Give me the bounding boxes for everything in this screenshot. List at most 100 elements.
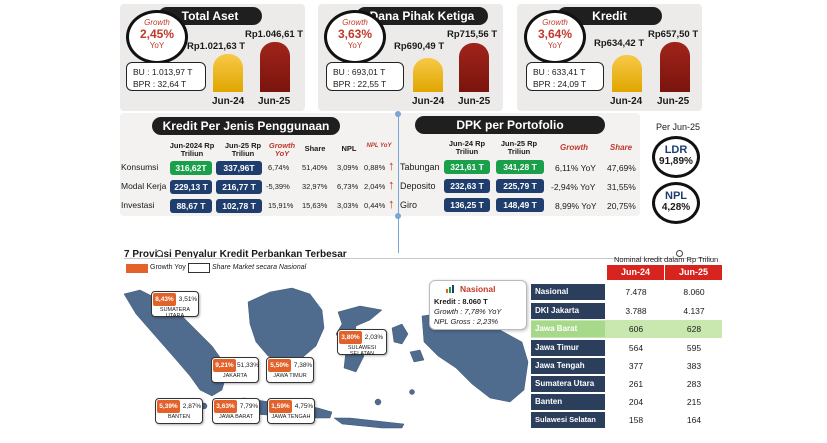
- province-growth: 5,39%: [157, 400, 180, 413]
- chart-icon: [446, 285, 456, 293]
- bpr-value: BPR : 22,55 T: [333, 79, 387, 89]
- nasional-kredit: Kredit : 8.060 T: [434, 297, 488, 306]
- npl-value: 3,09%: [337, 163, 359, 172]
- col-header: NPL: [341, 144, 357, 153]
- value-pill: 225,79 T: [496, 179, 544, 193]
- province-growth: 1,59%: [269, 400, 292, 413]
- year-label: Jun-25: [258, 96, 291, 107]
- value-jun25: Rp1.046,61 T: [245, 29, 304, 40]
- legend-share-label: Share Market secara Nasional: [212, 264, 307, 271]
- table-row: Banten 204 215: [531, 394, 721, 410]
- map-title: 7 Provinsi Penyalur Kredit Perbankan Ter…: [124, 249, 347, 260]
- row-jun25: 8.060: [683, 287, 705, 297]
- bali-nusa-shape: [333, 417, 405, 429]
- npl-circle: NPL 4,28%: [652, 182, 700, 224]
- growth-unit: YoY: [149, 41, 165, 50]
- year-label: Jun-25: [657, 96, 690, 107]
- row-label: Giro: [400, 200, 418, 210]
- section-title-dpk: DPK per Portofolio: [415, 116, 605, 134]
- province-card-banten: 5,39% 2,87% BANTEN: [155, 398, 203, 424]
- table-header-jun25: Jun-25: [665, 265, 722, 280]
- row-jun25: 4.137: [683, 306, 705, 316]
- card-title: Kredit: [557, 7, 662, 25]
- row-jun24: 7.478: [625, 287, 647, 297]
- province-growth: 3,80%: [339, 331, 362, 344]
- province-name: SULAWESI SELATAN: [347, 345, 377, 357]
- row-jun24: 377: [628, 361, 644, 371]
- npl-label: NPL: [665, 190, 687, 202]
- year-label: Jun-24: [212, 96, 245, 107]
- growth-badge: Growth 3,64% YoY: [524, 10, 586, 64]
- card-title: Total Aset: [158, 7, 262, 25]
- value-pill: 102,78 T: [216, 199, 262, 213]
- row-jun25: 383: [686, 361, 702, 371]
- province-card-sumatera-utara: 8,43% 3,51% SUMATERA UTARA: [151, 291, 199, 319]
- npl-value: 6,73%: [337, 182, 359, 191]
- bu-value: BU : 1.013,97 T: [133, 67, 193, 77]
- value-pill: 337,96T: [216, 161, 262, 175]
- table-row: Jawa Timur 564 595: [531, 340, 721, 356]
- ldr-circle: LDR 91,89%: [652, 136, 700, 178]
- bu-value: BU : 693,01 T: [333, 67, 386, 77]
- nasional-box: Nasional Kredit : 8.060 T Growth : 7,78%…: [429, 280, 527, 330]
- province-share: 3,51%: [178, 296, 198, 303]
- table-caption: Nominal kredit dalam Rp Triliun: [614, 255, 719, 264]
- col-header: Share: [304, 144, 326, 153]
- row-label: Investasi: [121, 200, 155, 210]
- province-share: 2,87%: [182, 403, 202, 410]
- year-label: Jun-24: [610, 96, 643, 107]
- value-pill: 321,61 T: [444, 160, 490, 174]
- bar-jun24: [413, 58, 443, 92]
- section-title-kredit-jenis: Kredit Per Jenis Penggunaan: [152, 117, 340, 135]
- growth-value: -5,39%: [266, 182, 290, 191]
- row-province: Sumatera Utara: [531, 376, 605, 392]
- year-label: Jun-25: [458, 96, 491, 107]
- growth-label: Growth: [342, 18, 368, 27]
- title-underline: [124, 258, 714, 259]
- province-name: JAWA TIMUR: [273, 373, 307, 379]
- value-jun24: Rp634,42 T: [594, 38, 645, 49]
- province-share: 2,03%: [364, 334, 384, 341]
- row-province: Sulawesi Selatan: [531, 412, 605, 428]
- selection-handle: [676, 250, 683, 257]
- arrow-up-icon: ↑: [388, 158, 395, 173]
- table-row: DKI Jakarta 3.788 4.137: [531, 303, 721, 319]
- province-share: 4,75%: [294, 403, 314, 410]
- value-pill: 148,49 T: [496, 198, 544, 212]
- province-name: JAWA TENGAH: [271, 414, 311, 420]
- share-value: 31,55%: [607, 182, 636, 192]
- value-jun24: Rp1.021,63 T: [187, 41, 246, 52]
- province-name: JAWA BARAT: [218, 414, 254, 420]
- growth-label: Growth: [542, 18, 568, 27]
- card-title: Dana Pihak Ketiga: [356, 7, 488, 25]
- row-jun24: 606: [628, 324, 644, 334]
- value-pill: 316,62T: [170, 161, 212, 175]
- value-jun24: Rp690,49 T: [394, 41, 445, 52]
- province-name: BANTEN: [167, 414, 191, 420]
- row-label: Deposito: [400, 181, 436, 191]
- bpr-value: BPR : 24,09 T: [533, 79, 587, 89]
- col-header: Jun-25 Rp Triliun: [224, 141, 262, 158]
- table-header-jun24: Jun-24: [607, 265, 664, 280]
- col-header: Jun-25 Rp Triliun: [500, 139, 538, 156]
- province-share: 7,79%: [239, 403, 259, 410]
- growth-value: 3,63%: [337, 27, 373, 41]
- row-province: Banten: [531, 394, 605, 410]
- kalimantan-shape: [247, 287, 325, 363]
- table-row: Jawa Tengah 377 383: [531, 358, 721, 374]
- bar-jun25: [459, 43, 489, 92]
- arrow-up-icon: ↑: [388, 196, 395, 211]
- row-jun24: 158: [628, 415, 644, 425]
- value-jun25: Rp715,56 T: [447, 29, 498, 40]
- share-value: 32,97%: [302, 182, 328, 191]
- divider-dot: [395, 213, 401, 219]
- row-jun25: 283: [686, 379, 702, 389]
- growth-unit: YoY: [347, 41, 363, 50]
- value-jun25: Rp657,50 T: [648, 29, 699, 40]
- bar-jun24: [612, 55, 642, 92]
- ratio-period: Per Jun-25: [656, 122, 701, 132]
- province-card-sulawesi-selatan: 3,80% 2,03% SULAWESI SELATAN: [337, 329, 387, 357]
- col-header: Growth YoY: [268, 141, 296, 158]
- divider-dot: [395, 111, 401, 117]
- growth-value: 15,91%: [268, 201, 294, 210]
